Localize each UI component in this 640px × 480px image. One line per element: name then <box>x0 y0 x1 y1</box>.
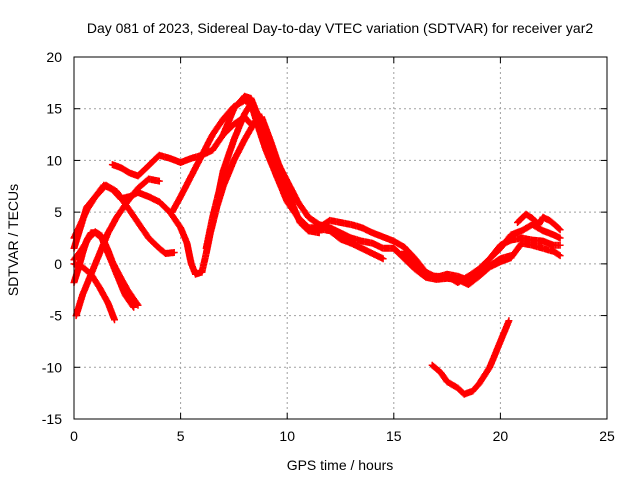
series-s15 <box>428 317 513 398</box>
y-tick-label: 10 <box>46 152 62 168</box>
x-tick-label: 25 <box>599 428 615 444</box>
y-tick-label: 0 <box>54 256 62 272</box>
y-axis-label: SDTVAR / TECUs <box>5 184 21 296</box>
y-tick-label: -10 <box>42 359 62 375</box>
x-tick-label: 0 <box>70 428 78 444</box>
series-marks <box>428 317 513 398</box>
y-tick-label: -5 <box>50 308 63 324</box>
plot-frame <box>73 56 608 420</box>
series-s14 <box>514 210 564 234</box>
series-marks <box>401 234 564 286</box>
y-tick-label: 5 <box>54 204 62 220</box>
x-tick-label: 20 <box>493 428 509 444</box>
x-tick-label: 5 <box>177 428 185 444</box>
x-axis-label: GPS time / hours <box>287 457 394 473</box>
x-tick-label: 15 <box>386 428 402 444</box>
series-marks <box>514 210 564 234</box>
x-tick-label: 10 <box>279 428 295 444</box>
chart-title: Day 081 of 2023, Sidereal Day-to-day VTE… <box>87 20 593 36</box>
y-tick-label: -15 <box>42 411 62 427</box>
y-tick-label: 15 <box>46 101 62 117</box>
series-s13 <box>401 234 564 286</box>
grid-lines <box>74 57 607 419</box>
data-points <box>70 92 564 398</box>
y-tick-label: 20 <box>46 49 62 65</box>
